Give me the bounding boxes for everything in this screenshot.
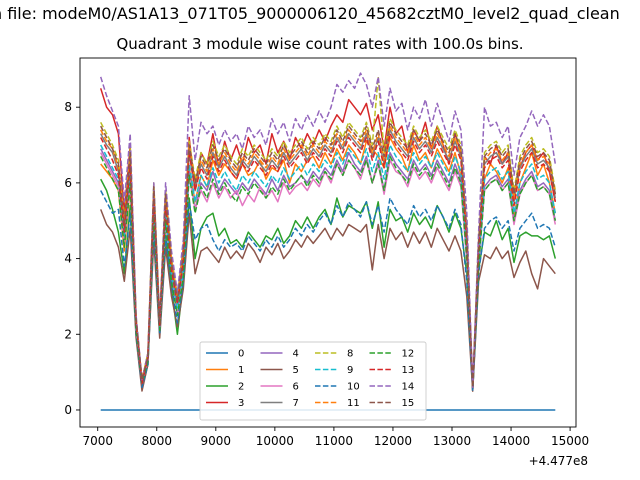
legend-label-13: 13 <box>402 365 415 376</box>
series-line-12 <box>100 155 557 389</box>
x-tick-label: 12000 <box>374 434 412 448</box>
y-tick-label: 0 <box>64 403 72 417</box>
y-tick-label: 4 <box>64 252 72 266</box>
x-axis-offset-label: +4.477e8 <box>529 454 588 468</box>
legend-label-0: 0 <box>238 349 244 360</box>
series-lines <box>99 72 557 411</box>
legend-label-11: 11 <box>347 398 360 409</box>
x-tick-label: 14000 <box>492 434 530 448</box>
x-tick-label: 10000 <box>256 434 294 448</box>
figure-suptitle: n file: modeM0/AS1A13_071T05_9000006120_… <box>0 4 620 23</box>
legend-label-7: 7 <box>293 398 299 409</box>
y-tick-label: 6 <box>64 176 72 190</box>
series-line-15 <box>100 121 557 389</box>
x-tick-label: 15000 <box>551 434 589 448</box>
series-line-5 <box>100 209 556 392</box>
legend-box <box>199 341 427 421</box>
x-tick-label: 7000 <box>82 434 113 448</box>
x-tick-label: 9000 <box>201 434 232 448</box>
legend-label-14: 14 <box>402 382 415 393</box>
series-line-10 <box>100 190 557 392</box>
legend-label-8: 8 <box>347 349 353 360</box>
series-line-2 <box>100 178 557 392</box>
legend-label-5: 5 <box>293 365 299 376</box>
series-line-14 <box>99 72 557 389</box>
x-tick-label: 8000 <box>141 434 172 448</box>
legend-label-15: 15 <box>402 398 415 409</box>
legend-label-10: 10 <box>347 382 360 393</box>
legend-label-2: 2 <box>238 382 244 393</box>
legend-label-3: 3 <box>238 398 244 409</box>
x-tick-label: 11000 <box>315 434 353 448</box>
x-axis: 7000 8000 9000 10000 11000 12000 13000 14000 150… <box>82 427 589 448</box>
y-axis: 0 2 4 6 8 <box>64 100 80 417</box>
x-tick-label: 13000 <box>433 434 471 448</box>
legend-label-12: 12 <box>402 349 415 360</box>
legend-label-6: 6 <box>293 382 299 393</box>
chart-title: Quadrant 3 module wise count rates with … <box>116 35 524 53</box>
y-tick-label: 8 <box>64 100 72 114</box>
legend-label-1: 1 <box>238 365 244 376</box>
plot-frame <box>79 57 577 428</box>
legend-label-4: 4 <box>293 349 299 360</box>
legend-label-9: 9 <box>347 365 353 376</box>
y-tick-label: 2 <box>64 327 72 341</box>
